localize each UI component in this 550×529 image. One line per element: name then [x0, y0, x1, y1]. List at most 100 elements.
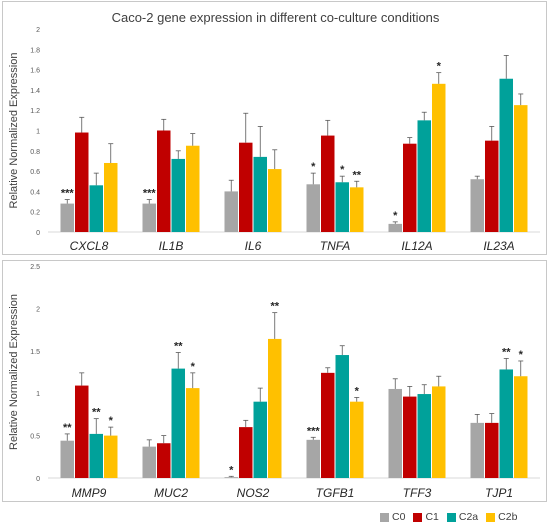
y-tick-label: 1.2 [30, 108, 40, 115]
y-tick-label: 2.5 [30, 264, 40, 271]
legend-item-c1: C1 [413, 511, 439, 523]
legend-item-c0: C0 [380, 511, 405, 523]
significance-label: * [109, 415, 114, 427]
bar [470, 422, 484, 478]
bar [224, 191, 238, 232]
significance-label: * [519, 349, 524, 361]
bottom-chart-panel: 0 0.5 1 1.5 2 2.5 Relative Normalized Expressi… [2, 260, 547, 502]
bar [75, 132, 89, 232]
bar [350, 401, 364, 478]
significance-label: * [340, 164, 345, 176]
bar [388, 223, 402, 232]
bar [499, 78, 513, 232]
y-tick-label: 0.2 [30, 210, 40, 217]
bar [514, 105, 528, 232]
legend-swatch-c2b [486, 512, 496, 522]
y-tick-label: 0 [36, 476, 40, 483]
bar [335, 355, 349, 478]
significance-label: ** [352, 169, 361, 181]
category-label: TFF3 [403, 486, 432, 500]
bar [75, 385, 89, 478]
y-tick-label: 0 [36, 230, 40, 237]
category-label: NOS2 [237, 486, 270, 500]
legend-label-c2a: C2a [458, 511, 479, 523]
y-tick-label: 2 [36, 306, 40, 313]
bar [306, 184, 320, 232]
bar [104, 435, 118, 478]
y-tick-label: 1.6 [30, 68, 40, 75]
bar [417, 120, 431, 232]
bar [470, 179, 484, 232]
category-label: TGFB1 [316, 486, 355, 500]
bar [142, 203, 156, 232]
y-tick-label: 0.8 [30, 149, 40, 156]
legend-label-c1: C1 [425, 511, 439, 523]
category-label: CXCL8 [70, 239, 109, 253]
category-label: IL1B [159, 239, 184, 253]
y-axis-title: Relative Normalized Expression [8, 294, 20, 450]
significance-label: ** [92, 407, 101, 419]
significance-label: * [311, 161, 316, 173]
bar [485, 140, 499, 232]
bar [268, 169, 282, 232]
bar [239, 427, 253, 478]
bar [306, 439, 320, 478]
y-axis-title: Relative Normalized Expression [8, 53, 20, 209]
category-label: TNFA [320, 239, 350, 253]
bar [268, 338, 282, 478]
legend-swatch-c1 [413, 512, 423, 522]
category-label: IL23A [483, 239, 514, 253]
bar [335, 182, 349, 232]
bar [142, 446, 156, 478]
bar [485, 422, 499, 478]
y-tick-label: 1 [36, 129, 40, 136]
bar [157, 130, 171, 232]
chart-title: Caco-2 gene expression in different co-c… [111, 10, 440, 25]
bar [171, 158, 185, 232]
significance-label: * [393, 210, 398, 222]
significance-label: *** [61, 188, 75, 200]
significance-label: ** [63, 422, 72, 434]
y-tick-label: 0.6 [30, 169, 40, 176]
bar [403, 143, 417, 232]
legend-item-c2b: C2b [486, 511, 517, 523]
bar [417, 394, 431, 478]
bar [350, 187, 364, 232]
bar [388, 388, 402, 478]
category-label: IL6 [245, 239, 262, 253]
significance-label: *** [143, 188, 157, 200]
bottom-bar-chart: 0 0.5 1 1.5 2 2.5 Relative Normalized Expressi… [8, 264, 540, 500]
category-label: MUC2 [154, 486, 188, 500]
category-label: MMP9 [72, 486, 107, 500]
y-tick-label: 1 [36, 391, 40, 398]
bar [321, 372, 335, 478]
significance-label: * [437, 61, 442, 73]
category-label: IL12A [401, 239, 432, 253]
significance-label: ** [270, 301, 279, 313]
legend-swatch-c2a [446, 512, 456, 522]
bar [186, 145, 200, 232]
bar [514, 376, 528, 478]
y-tick-label: 2 [36, 27, 40, 34]
bar [186, 388, 200, 478]
top-bar-chart: 0 0.2 0.4 0.6 0.8 1 1.2 1.4 1.6 1.8 2 Relative Norm… [8, 27, 540, 253]
bar [499, 369, 513, 478]
y-tick-label: 1.4 [30, 88, 40, 95]
legend-item-c2a: C2a [446, 511, 479, 523]
significance-label: * [355, 385, 360, 397]
bar [253, 156, 267, 232]
significance-label: * [229, 464, 234, 476]
y-tick-label: 1.8 [30, 47, 40, 54]
legend-label-c0: C0 [392, 511, 406, 523]
bar [432, 386, 446, 478]
top-chart-panel: Caco-2 gene expression in different co-c… [2, 1, 547, 255]
bar [60, 203, 74, 232]
significance-label: ** [502, 346, 511, 358]
bar [403, 396, 417, 478]
y-tick-label: 0.5 [30, 434, 40, 441]
category-label: TJP1 [485, 486, 513, 500]
y-tick-label: 1.5 [30, 349, 40, 356]
chart-legend: C0 C1 C2a C2b [380, 509, 517, 525]
y-tick-label: 0.4 [30, 189, 40, 196]
bar [432, 83, 446, 232]
